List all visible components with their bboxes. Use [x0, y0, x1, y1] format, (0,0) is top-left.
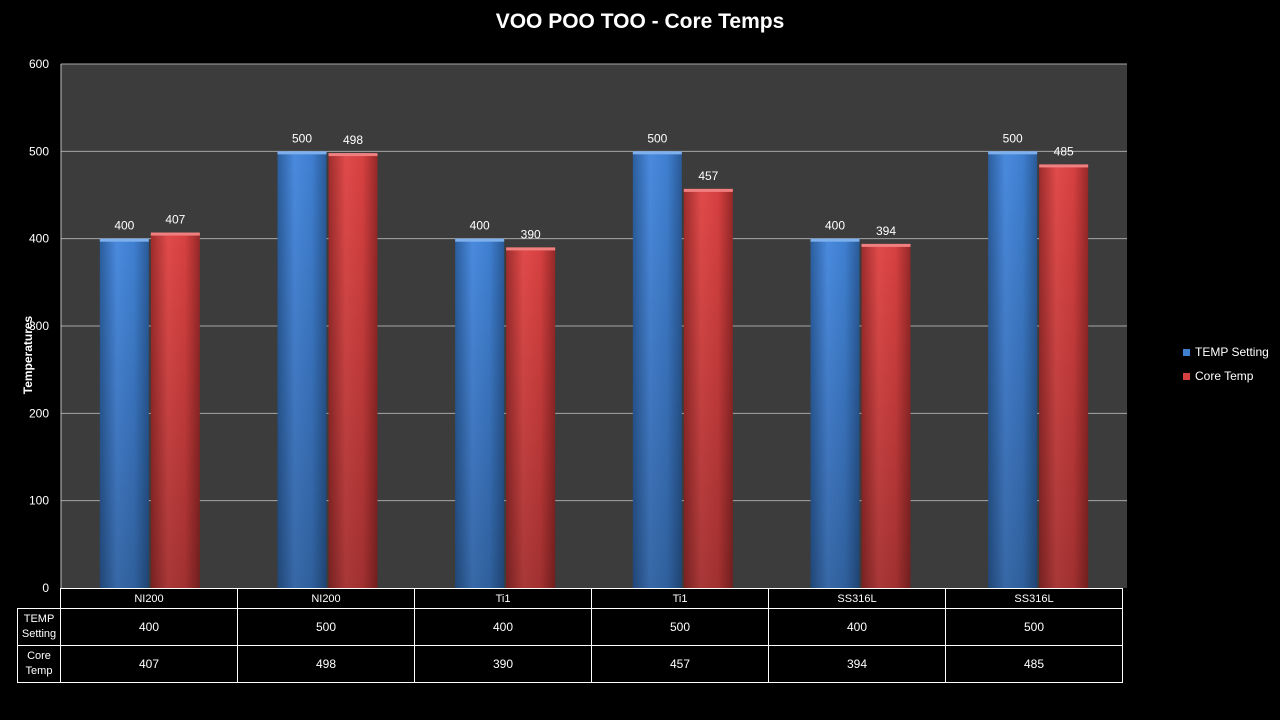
- bar-cap: [455, 238, 505, 242]
- bar-shade: [683, 188, 733, 589]
- bar-cap: [506, 247, 556, 251]
- bar-shade: [1039, 164, 1089, 588]
- data-label: 485: [1054, 144, 1074, 158]
- data-label: 400: [114, 219, 134, 233]
- bar-cap: [861, 243, 911, 247]
- data-label: 394: [876, 224, 896, 238]
- chart-title: VOO POO TOO - Core Temps: [495, 10, 785, 33]
- data-label: 407: [165, 213, 185, 227]
- table-cell: 394: [768, 645, 946, 683]
- y-tick-label: 0: [42, 581, 49, 595]
- table-cell: 400: [60, 608, 238, 646]
- bar-shade: [810, 238, 860, 588]
- table-row-temp-setting: TEMP Setting 400 500 400 500 400 500: [17, 608, 1123, 646]
- bar-shade: [99, 238, 149, 588]
- data-label: 500: [1003, 131, 1023, 145]
- bar-shade: [328, 153, 378, 588]
- legend-item-core-temp: Core Temp: [1183, 364, 1269, 388]
- table-cell: 400: [414, 608, 592, 646]
- bar-shade: [150, 232, 200, 588]
- table-row-header: Core Temp: [17, 645, 61, 683]
- bar-shade: [455, 238, 505, 588]
- table-cell: 485: [945, 645, 1123, 683]
- table-corner: [17, 588, 61, 609]
- legend-item-temp-setting: TEMP Setting: [1183, 340, 1269, 364]
- data-label: 400: [470, 219, 490, 233]
- table-category-cell: Ti1: [591, 588, 769, 609]
- legend-label: TEMP Setting: [1195, 345, 1269, 359]
- table-category-cell: NI200: [60, 588, 238, 609]
- y-tick-label: 400: [29, 232, 49, 246]
- table-cell: 400: [768, 608, 946, 646]
- bar-cap: [99, 238, 149, 242]
- table-row-header: TEMP Setting: [17, 608, 61, 646]
- bar-cap: [328, 153, 378, 157]
- y-tick-label: 100: [29, 494, 49, 508]
- table-cell: 500: [237, 608, 415, 646]
- table-category-cell: SS316L: [768, 588, 946, 609]
- bar-cap: [632, 151, 682, 155]
- data-label: 498: [343, 133, 363, 147]
- data-label: 390: [521, 227, 541, 241]
- table-cell: 457: [591, 645, 769, 683]
- y-tick-label: 500: [29, 144, 49, 158]
- legend: TEMP Setting Core Temp: [1183, 340, 1269, 388]
- data-table: NI200 NI200 Ti1 Ti1 SS316L SS316L TEMP S…: [17, 588, 1123, 683]
- table-cell: 407: [60, 645, 238, 683]
- legend-swatch-red: [1183, 372, 1190, 380]
- bar-cap: [810, 238, 860, 242]
- bar-shade: [632, 151, 682, 589]
- table-cell: 500: [591, 608, 769, 646]
- data-label: 400: [825, 219, 845, 233]
- table-cell: 498: [237, 645, 415, 683]
- bar-cap: [277, 151, 327, 155]
- y-tick-label: 300: [29, 319, 49, 333]
- bar-cap: [1039, 164, 1089, 168]
- data-label: 500: [292, 131, 312, 145]
- data-label: 500: [647, 131, 667, 145]
- bar-cap: [150, 232, 200, 236]
- y-tick-label: 200: [29, 406, 49, 420]
- bar-shade: [277, 151, 327, 589]
- table-row-core-temp: Core Temp 407 498 390 457 394 485: [17, 645, 1123, 683]
- legend-label: Core Temp: [1195, 369, 1254, 383]
- bar-cap: [683, 188, 733, 192]
- bar-shade: [506, 247, 556, 588]
- table-cell: 500: [945, 608, 1123, 646]
- data-label: 457: [698, 169, 718, 183]
- table-cell: 390: [414, 645, 592, 683]
- legend-swatch-blue: [1183, 348, 1190, 356]
- table-category-cell: Ti1: [414, 588, 592, 609]
- bar-shade: [861, 243, 911, 588]
- bar-cap: [988, 151, 1038, 155]
- table-category-cell: SS316L: [945, 588, 1123, 609]
- table-category-cell: NI200: [237, 588, 415, 609]
- y-tick-label: 600: [29, 57, 49, 71]
- table-category-row: NI200 NI200 Ti1 Ti1 SS316L SS316L: [17, 588, 1123, 609]
- bar-shade: [988, 151, 1038, 589]
